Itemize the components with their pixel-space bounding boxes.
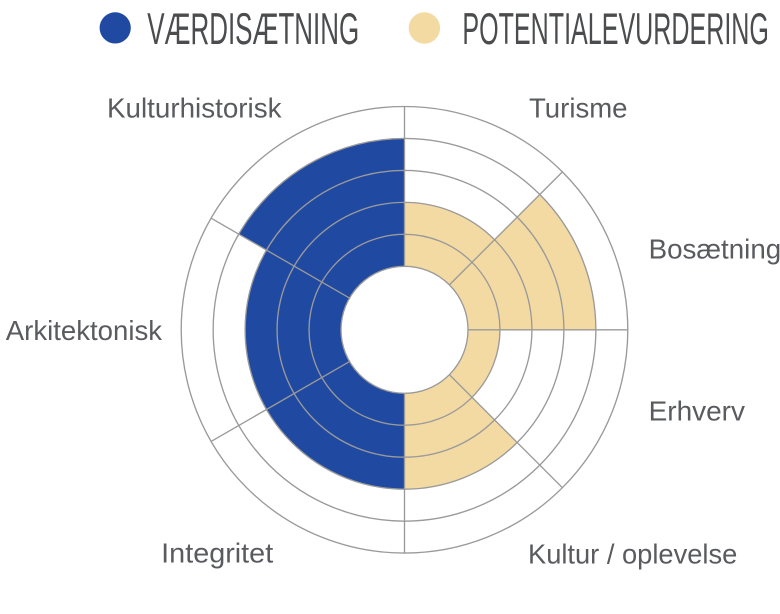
svg-text:Kulturhistorisk: Kulturhistorisk: [107, 92, 282, 123]
svg-text:Kultur / oplevelse: Kultur / oplevelse: [528, 538, 737, 569]
svg-text:Arkitektonisk: Arkitektonisk: [6, 315, 163, 346]
svg-text:Turisme: Turisme: [529, 92, 628, 123]
svg-text:Erhverv: Erhverv: [649, 395, 745, 426]
svg-text:POTENTIALEVURDERING: POTENTIALEVURDERING: [462, 5, 769, 54]
svg-text:Integritet: Integritet: [161, 537, 273, 568]
svg-text:Bosætning: Bosætning: [649, 233, 780, 264]
svg-text:VÆRDISÆTNING: VÆRDISÆTNING: [147, 5, 359, 54]
